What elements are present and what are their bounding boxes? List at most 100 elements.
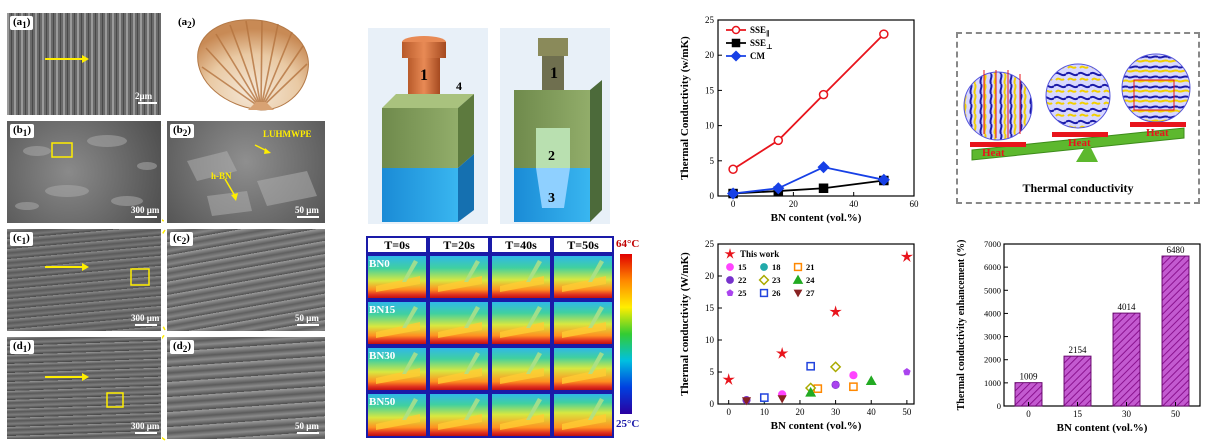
scatter-point (900, 250, 914, 263)
bar-data-label: 6480 (1167, 245, 1186, 255)
sample-stick (526, 352, 542, 374)
annotation-hbn: h-BN (211, 171, 232, 181)
scale-label-c2: 50 μm (295, 313, 319, 323)
legend-marker (724, 248, 736, 259)
thermal-sample (562, 398, 606, 430)
thermal-header-1: T=20s (428, 236, 490, 254)
sample-stick (526, 260, 542, 282)
colorbar (620, 254, 632, 414)
thermal-sample (562, 306, 606, 338)
y-tick-label: 4000 (984, 308, 1001, 318)
sample-bar (438, 322, 482, 338)
x-tick-label: 15 (1073, 409, 1083, 419)
thermal-sample (438, 352, 482, 384)
thermal-grid: T=0s T=20s T=40s T=50s BN0 BN15 BN30 BN5… (366, 236, 616, 440)
schematic-caption: Thermal conductivity (1023, 181, 1134, 195)
legend-marker (758, 274, 770, 286)
legend-label: 25 (738, 288, 747, 298)
series-point (877, 173, 890, 186)
sample-stick (464, 306, 480, 328)
legend-label: 21 (806, 262, 815, 272)
legend-marker (726, 289, 734, 297)
legend-label: 27 (806, 288, 815, 298)
legend-marker (759, 288, 769, 298)
x-tick-label: 30 (1122, 409, 1132, 419)
thermal-image (428, 254, 490, 300)
legend-label: CM (750, 51, 765, 61)
scatter-point (829, 361, 842, 373)
sample-stick (588, 398, 604, 420)
sem-panel-c1: (c1) 300 μm (6, 228, 162, 332)
thermal-sample (438, 260, 482, 292)
scale-label-c1: 300 μm (131, 313, 160, 323)
legend-marker (726, 276, 734, 284)
scatter-chart: 0 5 10 15 20 25 0 10 20 30 40 50 BN content (vol.%) T… (679, 239, 915, 432)
plot-frame (717, 243, 915, 405)
thermal-image (490, 392, 552, 438)
mold-diagram-left: 1 4 (368, 28, 488, 224)
y-tick-label: 25 (705, 239, 715, 249)
sample-stick (588, 306, 604, 328)
thermal-sample (562, 260, 606, 292)
thermal-image (552, 300, 614, 346)
thermal-sample (500, 306, 544, 338)
sample-bar (500, 276, 544, 292)
y-tick-label: 0 (710, 399, 715, 409)
sample-stick (588, 352, 604, 374)
thermal-image (552, 392, 614, 438)
sample-stick (402, 260, 418, 282)
panel-label-a2: (a2) (178, 16, 196, 31)
scatter-point (849, 382, 858, 392)
sem-panel-a1: (a1) 2μm (6, 12, 162, 116)
flake-texture (187, 144, 319, 218)
sem-panel-b1: (b1) 300 μm (6, 120, 162, 224)
series-line-1 (733, 179, 884, 195)
bar-data-label: 2154 (1069, 345, 1088, 355)
mold-diagram-right: 1 2 3 (500, 28, 610, 224)
legend-marker (731, 38, 741, 48)
sem-panel-b2: (b2) LUHMWPE h-BN 50 μm (166, 120, 326, 224)
y-tick-label: 1000 (984, 378, 1001, 388)
thermal-image (366, 254, 428, 300)
label-3: 3 (548, 191, 555, 206)
sample-bar (376, 368, 420, 384)
sample-stick (464, 352, 480, 374)
colorbar-max-label: 64°C (616, 238, 640, 250)
sample-bar (438, 414, 482, 430)
thermal-image (366, 300, 428, 346)
d1-texture (45, 373, 157, 434)
thermal-image (490, 254, 552, 300)
series-point (817, 161, 830, 174)
panel-label-b2: (b2) (170, 124, 195, 139)
thermal-image (366, 346, 428, 392)
legend-label: 22 (738, 275, 747, 285)
colorbar-min-label: 25°C (616, 418, 640, 430)
mold-right-svg: 1 2 3 (500, 28, 610, 224)
x-tick-label: 0 (1026, 409, 1031, 419)
x-axis-label: BN content (vol.%) (771, 212, 862, 224)
y-tick-label: 25 (705, 15, 715, 25)
sample-bar (562, 414, 606, 430)
plot-frame (1003, 243, 1201, 407)
scatter-point (865, 375, 877, 386)
thermal-sample (500, 352, 544, 384)
scatter-point (805, 386, 817, 397)
x-tick-label: 50 (1171, 409, 1181, 419)
x-tick-label: 0 (731, 199, 736, 209)
thermal-image (490, 346, 552, 392)
x-tick-label: 0 (726, 407, 731, 417)
annotation-luhmwpe: LUHMWPE (263, 129, 312, 139)
scale-label-b1: 300 μm (131, 205, 160, 215)
scatter-point (722, 373, 735, 385)
scatter-point (806, 361, 816, 371)
thermal-sample (376, 260, 420, 292)
sample-bar (500, 414, 544, 430)
legend-marker (792, 274, 804, 284)
y-axis-label: Thermal Conductivity (w/mK) (679, 36, 691, 180)
legend-label: SSE⊥ (750, 38, 773, 51)
sample-bar (376, 414, 420, 430)
thermal-sample (438, 398, 482, 430)
mold-left-svg: 1 4 (368, 28, 488, 224)
scatter-point (759, 393, 769, 402)
x-tick-label: 50 (902, 407, 912, 417)
